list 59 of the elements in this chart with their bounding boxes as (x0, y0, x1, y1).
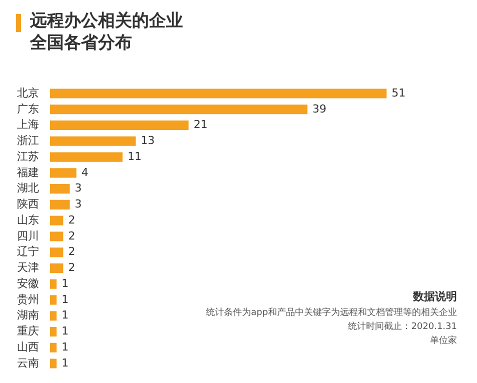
data-label: 1 (62, 324, 69, 338)
bar (50, 184, 70, 194)
bar (50, 279, 57, 289)
bar (50, 88, 387, 98)
text: 数据说明 (412, 290, 457, 304)
y-tick-label: 重庆 (17, 324, 39, 338)
bar (50, 232, 64, 242)
y-tick-label: 山西 (17, 340, 39, 354)
annotation: 统计条件为app和产品中关键字为远程和文档管理等的相关企业 (206, 306, 457, 320)
bar (50, 200, 70, 210)
chart-title: 远程办公相关的企业全国各省分布 (30, 10, 184, 54)
data-label: 51 (392, 86, 406, 100)
bar (50, 295, 57, 305)
y-tick-label: 天津 (17, 261, 39, 274)
data-label: 3 (74, 182, 82, 195)
bar (50, 136, 136, 146)
y-tick-label: 山东 (17, 213, 39, 226)
y-tick-label: 陕西 (17, 198, 39, 211)
data-label: 2 (68, 245, 76, 258)
y-tick-label: 贵州 (17, 292, 39, 306)
bar (50, 263, 64, 273)
data-label: 1 (62, 340, 69, 354)
data-label: 1 (62, 276, 69, 290)
y-tick-label: 辽宁 (17, 245, 39, 258)
bar (50, 168, 76, 178)
bar (50, 342, 57, 352)
bar (50, 120, 189, 130)
data-label: 1 (62, 308, 69, 322)
y-tick-label: 福建 (17, 166, 39, 179)
data-label: 39 (312, 102, 326, 116)
data-label: 1 (62, 356, 69, 370)
data-label: 11 (128, 150, 142, 163)
y-tick-label: 湖南 (17, 308, 39, 322)
bar (50, 311, 57, 321)
y-tick-label: 四川 (17, 229, 39, 242)
data-label: 2 (68, 261, 76, 274)
annotation: 统计时间截止：2020.1.31 (347, 320, 457, 334)
bar (50, 216, 64, 226)
data-label: 4 (81, 166, 88, 179)
text: 单位家 (429, 334, 457, 348)
data-label: 3 (74, 198, 82, 211)
bar (50, 358, 57, 368)
y-tick-label: 北京 (17, 86, 39, 100)
y-tick-label: 浙江 (17, 134, 39, 148)
bar (50, 248, 64, 258)
data-label: 2 (68, 229, 76, 242)
bar (50, 152, 123, 162)
data-label: 2 (68, 213, 76, 226)
y-tick-label: 上海 (17, 118, 39, 132)
bar (50, 104, 308, 114)
data-label: 13 (140, 134, 155, 148)
data-label: 21 (194, 118, 208, 132)
y-tick-label: 湖北 (17, 182, 39, 195)
data-label: 1 (62, 292, 69, 306)
y-tick-label: 广东 (17, 102, 39, 116)
bar (50, 326, 57, 336)
y-tick-label: 安徽 (17, 276, 39, 290)
y-tick-label: 云南 (17, 356, 39, 370)
y-tick-label: 江苏 (17, 150, 39, 163)
